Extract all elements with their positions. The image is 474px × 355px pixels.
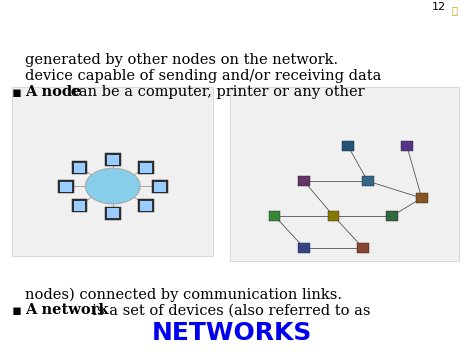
Bar xyxy=(73,163,85,173)
Bar xyxy=(230,87,459,261)
Bar xyxy=(386,211,398,221)
Bar xyxy=(105,207,120,220)
Bar xyxy=(269,211,281,221)
Bar xyxy=(342,141,354,151)
Bar xyxy=(298,243,310,253)
Bar xyxy=(72,199,87,212)
Text: ▪: ▪ xyxy=(12,303,22,318)
Bar xyxy=(140,163,152,173)
Bar xyxy=(138,161,154,174)
Text: ▪: ▪ xyxy=(12,85,22,100)
Bar xyxy=(401,141,413,151)
Bar xyxy=(154,182,166,192)
Bar xyxy=(362,176,374,186)
Text: A node: A node xyxy=(26,85,82,99)
Text: device capable of sending and/or receiving data: device capable of sending and/or receivi… xyxy=(26,69,382,83)
Text: generated by other nodes on the network.: generated by other nodes on the network. xyxy=(26,53,338,67)
Bar xyxy=(416,193,428,203)
Ellipse shape xyxy=(85,168,140,204)
Text: nodes) connected by communication links.: nodes) connected by communication links. xyxy=(26,288,343,302)
Bar xyxy=(12,87,213,256)
Bar xyxy=(72,161,87,174)
Bar xyxy=(298,176,310,186)
Bar xyxy=(138,199,154,212)
Bar xyxy=(73,201,85,211)
Bar xyxy=(357,243,369,253)
Bar xyxy=(107,155,118,165)
Text: NETWORKS: NETWORKS xyxy=(152,321,312,345)
Text: is a set of devices (also referred to as: is a set of devices (also referred to as xyxy=(83,303,371,317)
Bar xyxy=(60,182,72,192)
Bar xyxy=(105,153,120,166)
Text: 🔊: 🔊 xyxy=(451,5,457,15)
Text: can be a computer, printer or any other: can be a computer, printer or any other xyxy=(66,85,365,99)
Text: A network: A network xyxy=(26,303,109,317)
Bar xyxy=(58,180,73,193)
Bar xyxy=(140,201,152,211)
Bar xyxy=(107,208,118,218)
Bar xyxy=(152,180,168,193)
Text: 12: 12 xyxy=(432,2,446,12)
Bar xyxy=(328,211,339,221)
